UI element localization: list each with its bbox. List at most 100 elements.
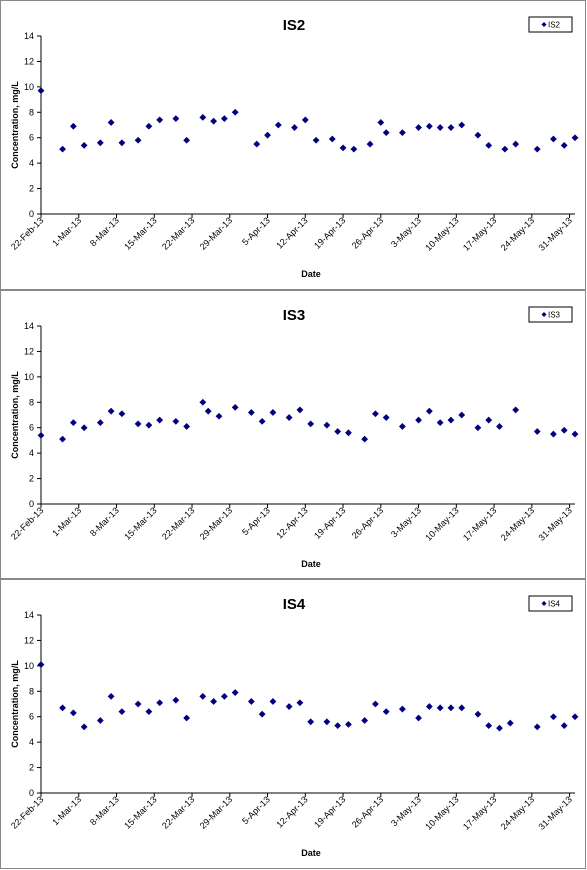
data-point (550, 430, 557, 438)
y-tick-label: 12 (24, 635, 34, 645)
data-point (512, 406, 520, 414)
legend: IS3 (528, 306, 573, 323)
data-point (69, 709, 77, 717)
data-point (496, 724, 503, 732)
data-point (560, 141, 568, 149)
legend-marker (541, 601, 547, 606)
x-tick-label: 17-May-13 (461, 215, 498, 252)
data-point (37, 431, 45, 439)
data-point (145, 708, 153, 716)
x-tick-label: 15-Mar-13 (122, 215, 158, 251)
x-tick-label: 5-Apr-13 (240, 794, 272, 826)
data-point (156, 116, 164, 124)
data-point (285, 414, 293, 421)
series-is2-points (37, 87, 579, 153)
data-point (485, 141, 493, 149)
legend-label: IS3 (548, 311, 561, 320)
data-point (172, 115, 180, 123)
data-point (183, 423, 191, 430)
y-tick-label: 8 (29, 686, 34, 696)
data-point (231, 108, 239, 116)
y-tick-label: 10 (24, 661, 34, 671)
data-point (382, 414, 390, 421)
data-point (172, 417, 180, 425)
legend-box (528, 595, 573, 612)
data-point (69, 419, 77, 427)
data-point (458, 121, 466, 129)
y-tick-label: 4 (29, 448, 34, 458)
data-point (296, 699, 304, 707)
data-point (436, 124, 444, 131)
data-point (474, 131, 482, 139)
data-point (501, 145, 509, 153)
data-point (398, 423, 406, 430)
data-point (220, 115, 228, 123)
data-point (425, 703, 433, 710)
data-point (485, 722, 493, 730)
data-point (415, 714, 422, 722)
x-tick-label: 31-May-13 (537, 794, 574, 831)
data-point (334, 428, 342, 435)
x-tick-label: 19-Apr-13 (312, 505, 347, 540)
data-point (323, 421, 331, 429)
data-point (269, 698, 277, 705)
data-point (415, 416, 422, 424)
data-point (307, 718, 315, 726)
x-tick-label: 12-Apr-13 (274, 505, 309, 540)
data-point (269, 409, 277, 416)
data-point (560, 426, 568, 434)
x-tick-label: 8-Mar-13 (88, 215, 121, 248)
data-point (80, 424, 88, 432)
x-tick-label: 10-May-13 (423, 505, 460, 542)
x-tick-label: 29-Mar-13 (198, 505, 234, 541)
y-tick-label: 14 (24, 31, 34, 41)
data-point (571, 713, 579, 721)
data-point (156, 699, 164, 707)
x-tick-label: 22-Mar-13 (160, 794, 196, 830)
x-tick-label: 24-May-13 (499, 794, 536, 831)
data-point (361, 435, 369, 443)
data-point (312, 136, 320, 144)
data-point (107, 407, 115, 415)
chart-title: IS2 (283, 17, 306, 34)
x-tick-label: 10-May-13 (423, 215, 460, 252)
data-point (80, 723, 88, 731)
y-tick-label: 0 (29, 499, 34, 509)
data-point (436, 419, 444, 427)
data-point (220, 692, 228, 700)
data-point (350, 145, 358, 153)
y-tick-label: 10 (24, 82, 34, 92)
x-tick-label: 12-Apr-13 (274, 794, 309, 829)
data-point (291, 124, 298, 131)
data-point (447, 704, 455, 712)
data-point (247, 409, 255, 416)
data-point (415, 124, 422, 131)
data-point (372, 410, 379, 418)
x-tick-label: 24-May-13 (499, 215, 536, 252)
legend-box (528, 306, 573, 323)
data-point (296, 406, 304, 414)
x-tick-label: 15-Mar-13 (122, 794, 158, 830)
data-point (96, 717, 104, 724)
legend: IS2 (528, 16, 573, 33)
data-point (59, 704, 66, 712)
data-point (264, 131, 271, 139)
data-point (436, 704, 444, 712)
data-point (96, 139, 104, 147)
x-tick-label: 24-May-13 (499, 505, 536, 542)
x-tick-label: 3-May-13 (389, 794, 423, 828)
data-point (37, 661, 45, 668)
data-point (425, 407, 433, 415)
data-point (247, 698, 255, 705)
data-point (571, 134, 579, 142)
data-point (345, 720, 352, 728)
data-point (199, 113, 207, 121)
chart-title: IS3 (283, 307, 306, 324)
data-point (328, 135, 336, 143)
x-tick-label: 5-Apr-13 (240, 505, 272, 537)
y-tick-label: 2 (29, 474, 34, 484)
x-tick-label: 1-Mar-13 (50, 215, 83, 248)
x-tick-label: 1-Mar-13 (50, 505, 83, 538)
data-point (512, 140, 520, 148)
